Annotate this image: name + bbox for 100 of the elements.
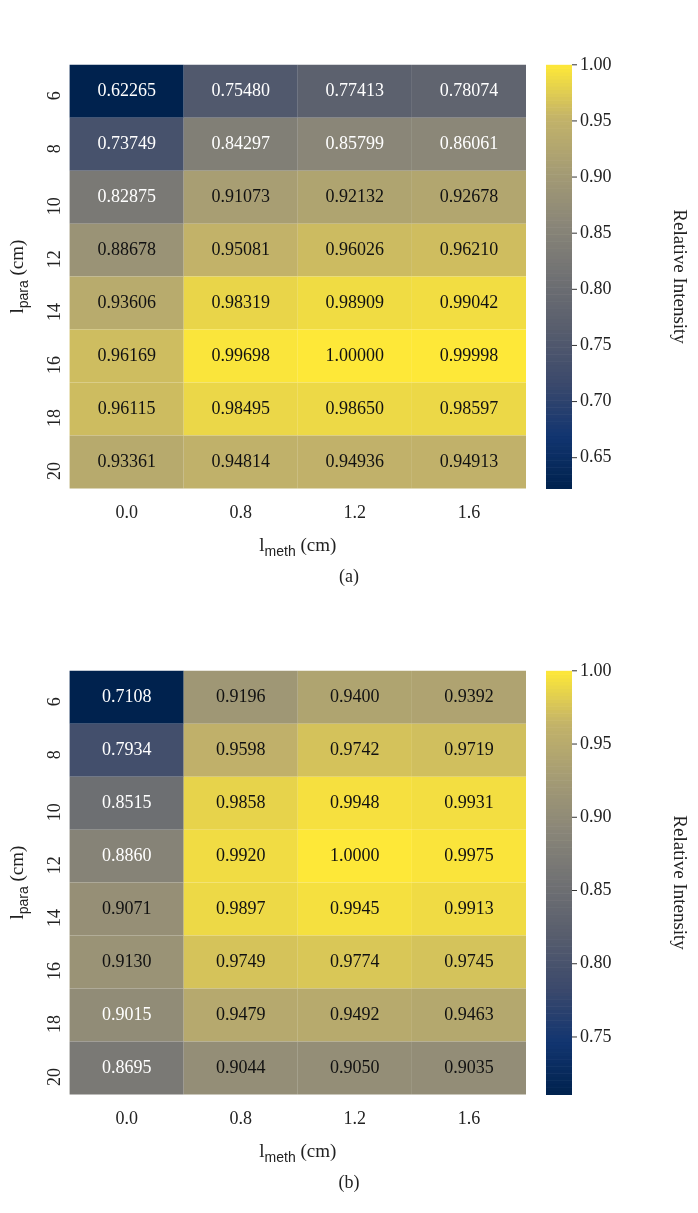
color-bar-title: Relative Intensity bbox=[669, 815, 691, 951]
y-tick-label: 18 bbox=[44, 408, 65, 427]
data-label: 0.9071 bbox=[101, 897, 152, 918]
data-label: 0.8860 bbox=[101, 844, 152, 865]
color-bar-label: 0.90 bbox=[580, 165, 612, 186]
data-label: 0.82875 bbox=[97, 185, 156, 206]
y-axis-title: lpara (cm) bbox=[5, 239, 31, 314]
data-label: 0.9742 bbox=[330, 738, 380, 759]
y-tick-label: 12 bbox=[44, 856, 65, 875]
data-label: 1.0000 bbox=[330, 844, 380, 865]
data-label: 0.9050 bbox=[330, 1056, 380, 1077]
y-tick-label: 8 bbox=[44, 750, 65, 760]
color-bar-title: Relative Intensity bbox=[669, 209, 691, 345]
y-tick-label: 6 bbox=[44, 697, 65, 707]
data-label: 0.9015 bbox=[101, 1003, 152, 1024]
x-tick-label: 1.6 bbox=[457, 501, 481, 522]
color-bar-label: 0.85 bbox=[580, 879, 612, 900]
y-tick-label: 10 bbox=[44, 197, 65, 216]
data-label: 0.9931 bbox=[444, 791, 494, 812]
y-tick-label: 20 bbox=[44, 1067, 65, 1086]
y-axis-title: lpara (cm) bbox=[5, 845, 31, 920]
data-label: 0.9945 bbox=[330, 897, 380, 918]
data-label: 0.9400 bbox=[330, 686, 380, 707]
x-tick-label: 0.0 bbox=[115, 1107, 138, 1128]
data-label: 0.96026 bbox=[325, 238, 385, 259]
data-label: 0.88678 bbox=[97, 238, 156, 259]
data-label: 0.9920 bbox=[216, 844, 266, 865]
color-bar-label: 0.95 bbox=[580, 109, 612, 130]
data-label: 0.7934 bbox=[101, 738, 152, 759]
x-tick-label: 1.6 bbox=[457, 1107, 481, 1128]
text: (b) bbox=[337, 1172, 361, 1193]
data-label: 0.9774 bbox=[330, 950, 380, 971]
data-label: 0.96169 bbox=[97, 344, 156, 365]
data-label: 0.9897 bbox=[216, 897, 266, 918]
y-tick-label: 6 bbox=[44, 91, 65, 101]
data-label: 0.96115 bbox=[97, 397, 156, 418]
data-label: 0.99698 bbox=[211, 344, 270, 365]
color-bar-label: 0.80 bbox=[580, 952, 612, 973]
y-tick-label: 16 bbox=[44, 356, 65, 375]
data-label: 0.9479 bbox=[216, 1003, 266, 1024]
data-label: 0.7108 bbox=[101, 686, 152, 707]
y-tick-label: 14 bbox=[44, 909, 65, 928]
data-label: 0.77413 bbox=[325, 80, 385, 101]
data-label: 0.9492 bbox=[330, 1003, 380, 1024]
color-bar-label: 0.90 bbox=[580, 806, 612, 827]
color-bar-label: 0.75 bbox=[580, 1025, 612, 1046]
x-tick-label: 1.2 bbox=[343, 501, 367, 522]
color-bar-label: 0.95 bbox=[580, 732, 612, 753]
data-label: 0.9130 bbox=[101, 950, 152, 971]
x-tick-label: 0.0 bbox=[115, 501, 138, 522]
data-label: 0.9196 bbox=[216, 686, 266, 707]
data-label: 0.93361 bbox=[97, 450, 156, 471]
data-label: 0.9745 bbox=[444, 950, 494, 971]
data-label: 0.84297 bbox=[211, 132, 270, 153]
data-label: 0.86061 bbox=[439, 132, 499, 153]
data-label: 0.98597 bbox=[439, 397, 499, 418]
data-label: 0.73749 bbox=[97, 132, 156, 153]
data-label: 0.94814 bbox=[211, 450, 270, 471]
color-bar-label: 1.00 bbox=[580, 659, 612, 680]
data-label: 0.94913 bbox=[439, 450, 499, 471]
y-tick-label: 16 bbox=[44, 962, 65, 981]
data-label: 0.9035 bbox=[444, 1056, 494, 1077]
y-tick-label: 8 bbox=[44, 144, 65, 154]
x-tick-label: 1.2 bbox=[343, 1107, 367, 1128]
data-label: 0.9749 bbox=[216, 950, 266, 971]
data-label: 0.62265 bbox=[97, 80, 156, 101]
data-label: 0.9948 bbox=[330, 791, 380, 812]
x-tick-label: 0.8 bbox=[229, 501, 252, 522]
data-label: 0.85799 bbox=[325, 132, 385, 153]
data-label: 0.91073 bbox=[211, 185, 270, 206]
y-tick-label: 18 bbox=[44, 1014, 65, 1033]
data-label: 0.9392 bbox=[444, 686, 494, 707]
data-label: 0.8515 bbox=[101, 791, 152, 812]
data-label: 0.9719 bbox=[444, 738, 494, 759]
data-label: 0.8695 bbox=[101, 1056, 152, 1077]
data-label: 1.00000 bbox=[325, 344, 385, 365]
color-bar-label: 0.75 bbox=[580, 334, 612, 355]
y-tick-label: 20 bbox=[44, 461, 65, 480]
data-label: 0.95081 bbox=[211, 238, 270, 259]
data-label: 0.98909 bbox=[325, 291, 385, 312]
data-label: 0.98650 bbox=[325, 397, 385, 418]
data-label: 0.92132 bbox=[325, 185, 385, 206]
color-bar-label: 1.00 bbox=[580, 53, 612, 74]
data-label: 0.93606 bbox=[97, 291, 156, 312]
data-label: 0.9913 bbox=[444, 897, 494, 918]
x-tick-label: 0.8 bbox=[229, 1107, 252, 1128]
color-bar-label: 0.85 bbox=[580, 221, 612, 242]
data-label: 0.9463 bbox=[444, 1003, 494, 1024]
color-bar-label: 0.70 bbox=[580, 390, 612, 411]
data-label: 0.9975 bbox=[444, 844, 494, 865]
data-label: 0.75480 bbox=[211, 80, 270, 101]
data-label: 0.98319 bbox=[211, 291, 270, 312]
y-tick-label: 14 bbox=[44, 303, 65, 322]
data-label: 0.99042 bbox=[439, 291, 499, 312]
color-bar-label: 0.65 bbox=[580, 446, 612, 467]
data-label: 0.94936 bbox=[325, 450, 385, 471]
color-bar-label: 0.80 bbox=[580, 278, 612, 299]
data-label: 0.96210 bbox=[439, 238, 499, 259]
data-label: 0.98495 bbox=[211, 397, 270, 418]
data-label: 0.9598 bbox=[216, 738, 266, 759]
